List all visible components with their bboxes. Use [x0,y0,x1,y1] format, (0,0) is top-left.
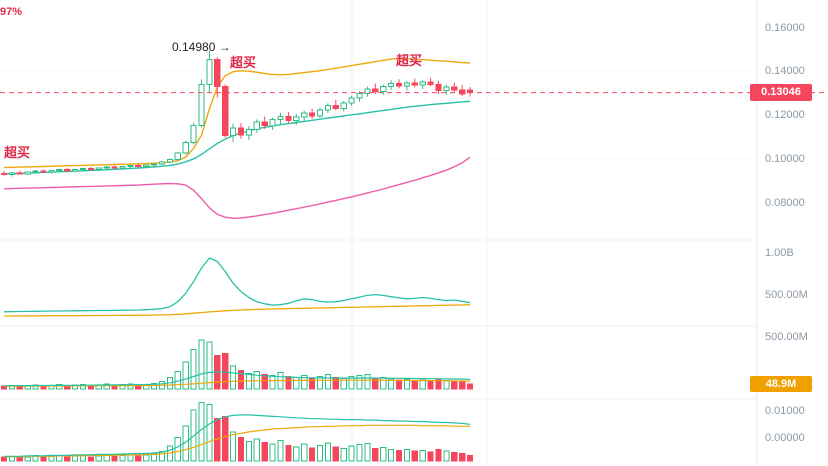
indicator-panel-2 [0,401,474,462]
main-price-panel [0,50,474,220]
gridlines [0,0,758,466]
indicator-panel-1 [3,257,471,317]
volume-panel [0,339,474,390]
